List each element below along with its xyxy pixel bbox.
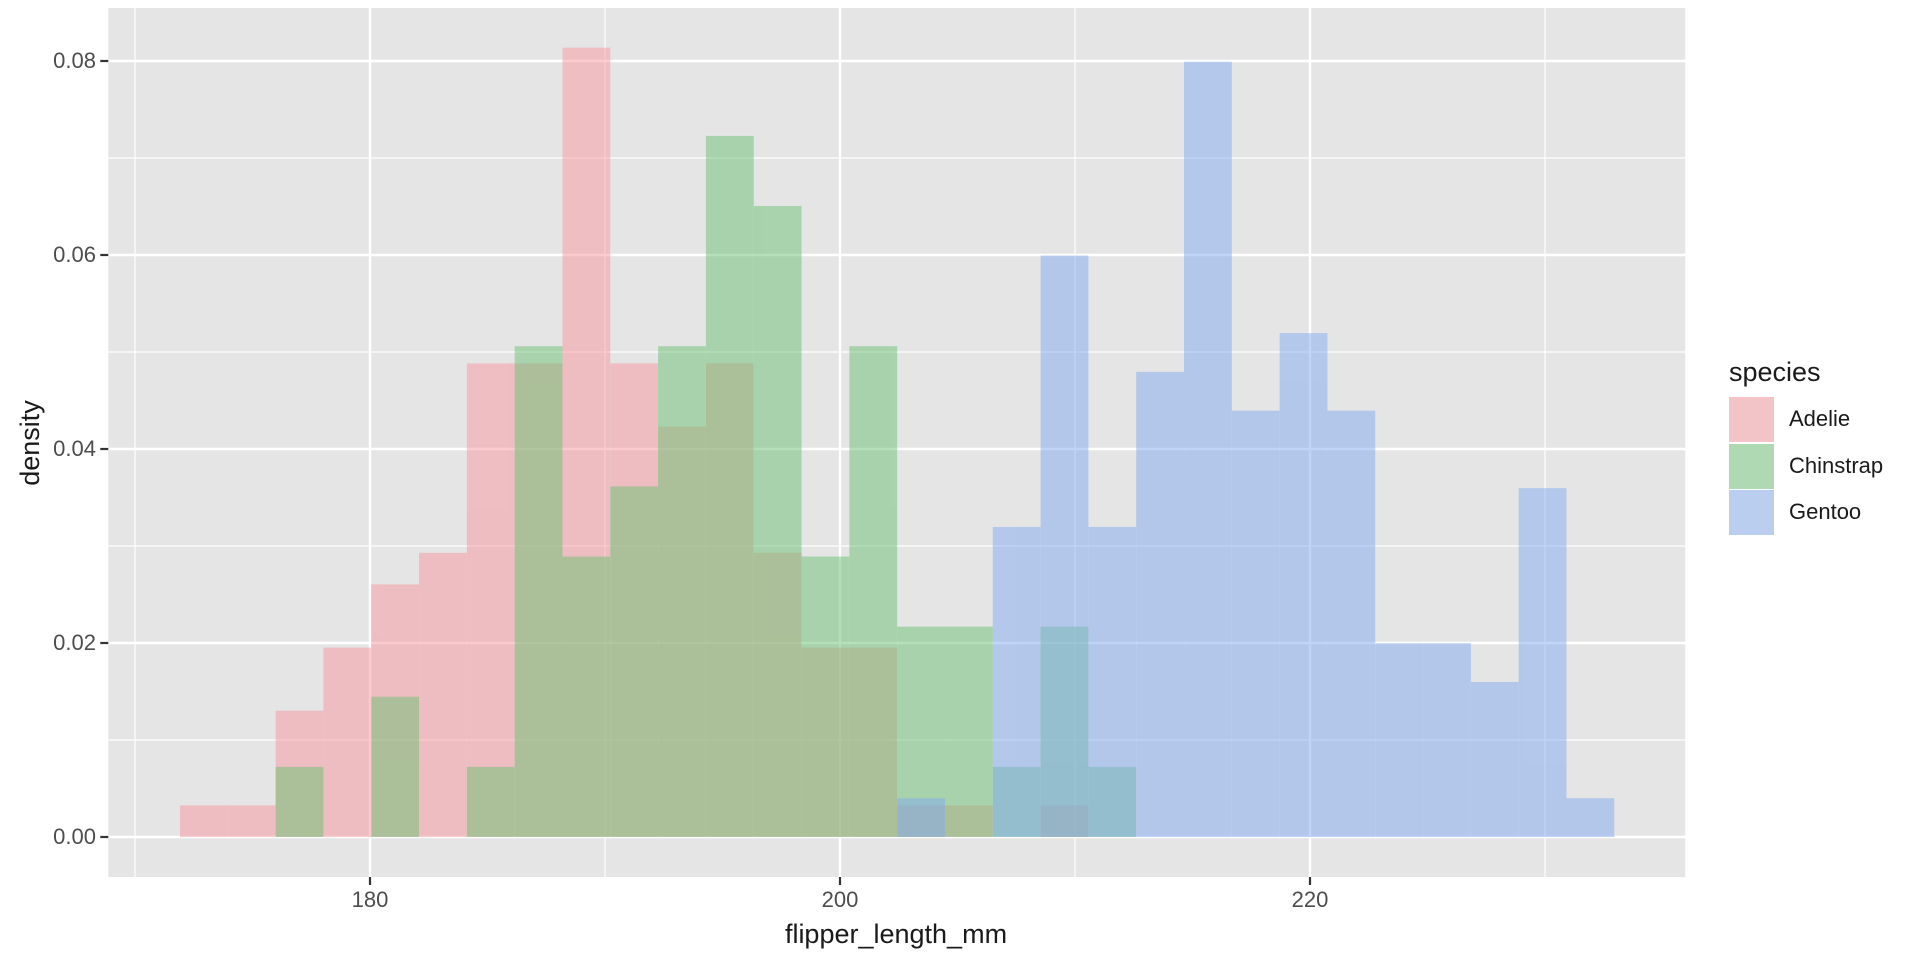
bar-gentoo-bin23 — [1279, 333, 1328, 837]
y-axis-title: density — [15, 400, 45, 486]
bar-chinstrap-bin16 — [944, 626, 993, 837]
bar-adelie-bin6 — [466, 363, 515, 837]
x-tick-label-220: 220 — [1291, 887, 1329, 912]
bar-chinstrap-bin6 — [466, 766, 515, 837]
bar-chinstrap-bin8 — [562, 556, 611, 837]
legend-key-gentoo — [1729, 490, 1774, 535]
bar-chinstrap-bin11 — [705, 135, 754, 837]
bar-gentoo-bin27 — [1470, 681, 1519, 837]
bar-gentoo-bin20 — [1136, 371, 1185, 837]
bar-gentoo-bin21 — [1184, 61, 1232, 838]
axis-tick-marks — [100, 59, 1312, 885]
bar-chinstrap-bin10 — [658, 346, 706, 837]
bar-chinstrap-bin4 — [371, 696, 420, 837]
bar-chinstrap-bin14 — [849, 346, 898, 837]
legend-title: species — [1729, 357, 1821, 387]
bar-chinstrap-bin12 — [753, 205, 802, 837]
bar-gentoo-bin19 — [1088, 526, 1137, 837]
y-tick-label-0.00: 0.00 — [53, 824, 96, 849]
bar-adelie-bin1 — [227, 805, 276, 837]
bar-chinstrap-bin2 — [275, 766, 324, 837]
bar-gentoo-bin15 — [897, 798, 945, 837]
bars-gentoo — [897, 61, 1615, 838]
bar-gentoo-bin29 — [1566, 798, 1615, 837]
bar-gentoo-bin26 — [1423, 643, 1471, 837]
x-tick-label-180: 180 — [351, 887, 389, 912]
bar-chinstrap-bin9 — [610, 486, 659, 837]
bar-adelie-bin0 — [180, 805, 228, 837]
bar-gentoo-bin24 — [1327, 410, 1376, 837]
legend-label-gentoo: Gentoo — [1789, 499, 1862, 524]
bar-gentoo-bin25 — [1375, 643, 1424, 837]
legend-label-chinstrap: Chinstrap — [1789, 452, 1884, 478]
bar-adelie-bin3 — [323, 647, 372, 837]
bar-chinstrap-bin13 — [801, 556, 850, 837]
legend-key-chinstrap — [1729, 443, 1774, 489]
y-tick-label-0.06: 0.06 — [53, 242, 96, 267]
y-tick-label-0.04: 0.04 — [53, 436, 96, 461]
x-axis-title: flipper_length_mm — [784, 919, 1008, 949]
bar-chinstrap-bin7 — [514, 346, 563, 837]
legend-key-adelie — [1729, 397, 1774, 442]
bar-gentoo-bin18 — [1040, 255, 1089, 838]
y-tick-label-0.08: 0.08 — [53, 48, 96, 73]
bar-gentoo-bin22 — [1231, 410, 1280, 837]
y-tick-label-0.02: 0.02 — [53, 630, 96, 655]
legend-label-adelie: Adelie — [1789, 406, 1851, 431]
bar-adelie-bin5 — [419, 552, 467, 837]
x-tick-label-200: 200 — [821, 887, 859, 912]
bar-gentoo-bin17 — [992, 526, 1041, 837]
bar-gentoo-bin28 — [1518, 488, 1567, 837]
